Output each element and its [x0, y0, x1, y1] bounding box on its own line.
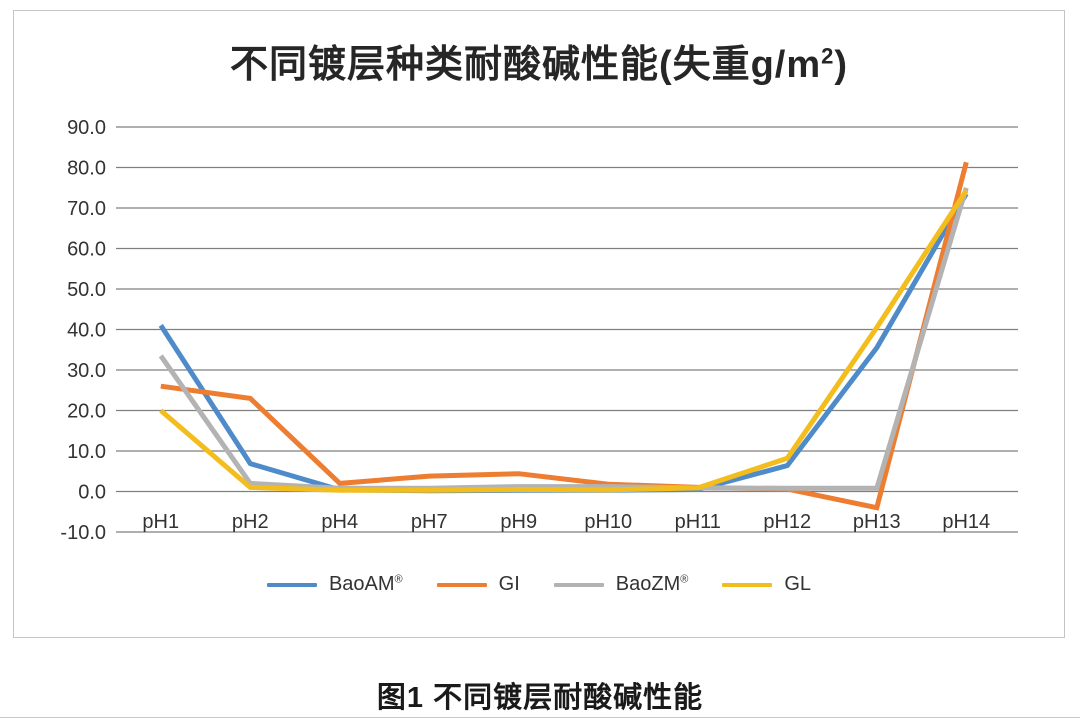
x-axis-category-label-pH13: pH13	[853, 511, 901, 533]
chart-title-text: 不同镀层种类耐酸碱性能(失重g/m	[229, 44, 822, 86]
series-line-gi	[160, 161, 969, 511]
legend-label-gl: GL	[784, 573, 812, 595]
legend-item-baoam: BaoAM®	[266, 573, 403, 596]
x-axis-category-label-pH7: pH7	[411, 511, 448, 533]
chart-title-close-paren: )	[834, 44, 849, 86]
y-axis-tick-label: 40.0	[67, 320, 106, 342]
y-axis-tick-label: 50.0	[67, 279, 106, 301]
x-axis-category-label-pH11: pH11	[675, 511, 721, 533]
x-axis-category-label-pH1: pH1	[142, 511, 179, 533]
line-chart-plot: -10.0 0.0 10.0 20.0 30.0 40.0 50.0 60.0 70.0 80.0…	[60, 117, 1018, 544]
x-axis-category-label-pH9: pH9	[500, 511, 537, 533]
legend-swatch-baoam	[266, 582, 317, 587]
chart-title-superscript: 2	[821, 43, 835, 69]
y-axis-tick-label: -10.0	[60, 522, 106, 544]
y-axis-tick-label: 30.0	[67, 360, 106, 382]
series-line-baoam	[158, 192, 969, 494]
x-axis-category-label-pH12: pH12	[763, 511, 811, 533]
chart-frame: 不同镀层种类耐酸碱性能(失重g/m2) -10.0 0.0 10.0 20.0 30.0…	[13, 10, 1065, 638]
x-axis-category-label-pH10: pH10	[584, 511, 632, 533]
y-axis-tick-label: 80.0	[67, 158, 106, 180]
series-line-gl	[159, 189, 969, 493]
series-line-baozm	[158, 187, 969, 491]
legend-item-gi: GI	[436, 573, 520, 596]
legend-swatch-gl	[722, 582, 773, 587]
y-axis-tick-label: 20.0	[67, 401, 106, 423]
x-axis-category-label-pH2: pH2	[232, 511, 269, 533]
legend-label-baozm: BaoZM®	[615, 573, 689, 595]
registered-mark: ®	[680, 573, 689, 586]
y-axis-tick-label: 70.0	[67, 198, 106, 220]
legend-item-baozm: BaoZM®	[553, 573, 689, 596]
y-axis-tick-label: 90.0	[67, 117, 106, 139]
legend-label-baoam: BaoAM®	[328, 573, 403, 595]
y-axis-tick-label: 10.0	[67, 441, 106, 463]
x-axis-category-label-pH4: pH4	[321, 511, 358, 533]
figure-caption: 图1 不同镀层耐酸碱性能	[376, 682, 704, 714]
legend-swatch-gi	[436, 582, 487, 587]
registered-mark: ®	[394, 573, 403, 586]
x-axis-category-label-pH14: pH14	[942, 511, 990, 533]
chart-title: 不同镀层种类耐酸碱性能(失重g/m2)	[14, 33, 1064, 88]
chart-legend: BaoAM® GI BaoZM® GL	[14, 573, 1064, 596]
legend-item-gl: GL	[722, 573, 811, 596]
y-axis-tick-label: 60.0	[67, 239, 106, 261]
legend-swatch-baozm	[553, 582, 604, 587]
bottom-divider	[0, 717, 1080, 718]
legend-label-gi: GI	[498, 573, 520, 595]
y-axis-tick-label: 0.0	[78, 482, 106, 504]
